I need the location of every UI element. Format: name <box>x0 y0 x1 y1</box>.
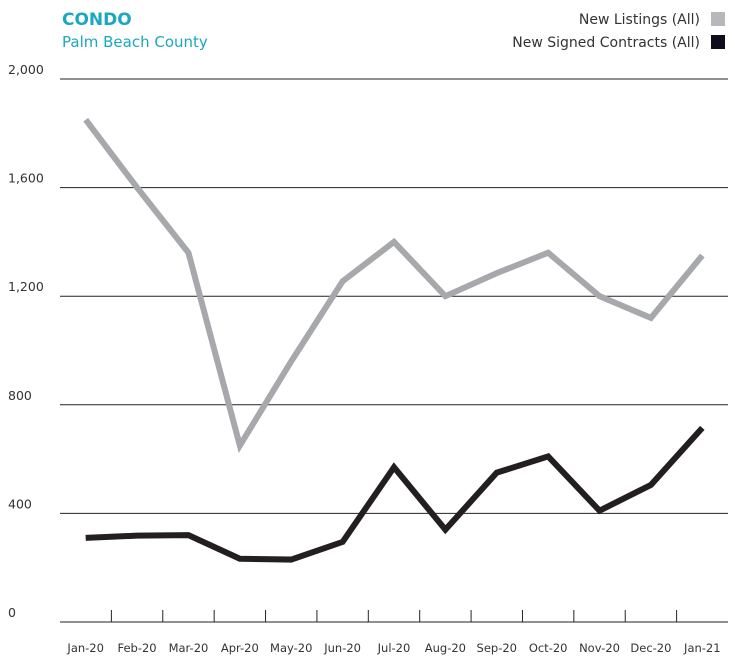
legend-swatch <box>711 12 725 26</box>
y-tick-label: 800 <box>8 388 32 403</box>
x-tick-label: Feb-20 <box>117 641 156 655</box>
x-tick-label: Jan-20 <box>66 641 104 655</box>
x-tick-label: Oct-20 <box>529 641 568 655</box>
y-tick-label: 400 <box>8 496 32 511</box>
series-line <box>85 425 705 563</box>
x-tick-label: Dec-20 <box>630 641 671 655</box>
x-tick-label: Sep-20 <box>477 641 517 655</box>
y-tick-label: 0 <box>8 605 16 620</box>
chart-title: CONDO <box>62 10 132 30</box>
chart-subtitle: Palm Beach County <box>62 33 208 51</box>
x-tick-label: May-20 <box>270 641 312 655</box>
x-tick-label: Apr-20 <box>221 641 259 655</box>
x-tick-label: Jan-21 <box>683 641 721 655</box>
x-tick-label: Nov-20 <box>579 641 620 655</box>
legend-swatch <box>711 35 725 49</box>
y-tick-label: 1,600 <box>8 171 44 186</box>
x-tick-label: Mar-20 <box>169 641 209 655</box>
x-tick-label: Jul-20 <box>377 641 411 655</box>
x-tick-label: Aug-20 <box>425 641 466 655</box>
legend-label: New Signed Contracts (All) <box>512 35 700 51</box>
x-tick-label: Jun-20 <box>323 641 361 655</box>
series-line <box>83 117 705 454</box>
y-tick-label: 1,200 <box>8 279 44 294</box>
y-tick-label: 2,000 <box>8 62 44 77</box>
legend-label: New Listings (All) <box>579 12 700 28</box>
